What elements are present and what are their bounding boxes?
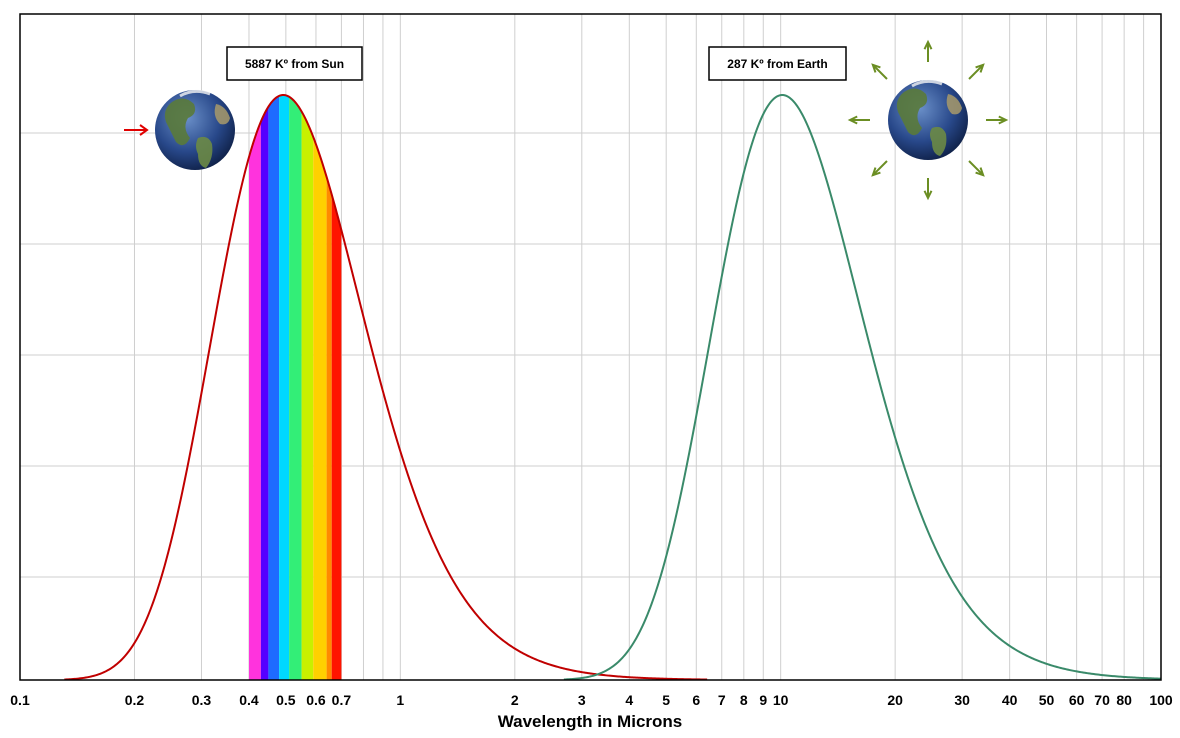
spectrum-band (249, 121, 261, 680)
earth-series-label-text: 287 Kº from Earth (727, 57, 827, 71)
earth-series-label: 287 Kº from Earth (708, 46, 847, 81)
spectrum-band (260, 106, 269, 681)
x-tick-label: 30 (954, 692, 970, 708)
x-tick-label: 0.6 (306, 692, 326, 708)
x-tick-label: 100 (1149, 692, 1173, 708)
x-tick-label: 0.5 (276, 692, 296, 708)
x-tick-label: 0.1 (10, 692, 30, 708)
x-tick-label: 4 (625, 692, 633, 708)
x-tick-label: 5 (662, 692, 670, 708)
emit-arrow-icon (968, 64, 984, 80)
emit-arrow-icon (968, 160, 984, 176)
x-tick-label: 0.2 (125, 692, 145, 708)
x-tick-label: 6 (692, 692, 700, 708)
x-tick-label: 0.3 (192, 692, 212, 708)
x-tick-label: 0.4 (239, 692, 259, 708)
curves (64, 94, 1162, 681)
plot-frame (19, 13, 1162, 681)
x-tick-label: 20 (887, 692, 903, 708)
spectrum-band (279, 95, 290, 680)
x-tick-label: 50 (1039, 692, 1055, 708)
grid (20, 14, 1161, 680)
x-axis-title: Wavelength in Microns (498, 712, 683, 731)
spectrum-band (313, 136, 327, 681)
earth-emitting-icon (847, 39, 1009, 201)
x-tick-label: 40 (1002, 692, 1018, 708)
x-tick-label: 0.7 (332, 692, 352, 708)
x-tick-label: 10 (773, 692, 789, 708)
x-tick-label: 60 (1069, 692, 1085, 708)
spectrum-band (289, 96, 302, 680)
x-tick-label: 1 (396, 692, 404, 708)
sun-series-label-text: 5887 Kº from Sun (245, 57, 344, 71)
spectrum-band (326, 177, 332, 680)
emit-arrow-icon (872, 64, 888, 80)
x-tick-labels: 0.1 0.2 0.3 0.4 0.5 0.6 0.7 1 2 3 4 5 6 7 8 9 10 20 30 40 50… (10, 692, 1173, 708)
emit-arrow-icon (872, 160, 888, 176)
x-tick-label: 80 (1116, 692, 1132, 708)
spectrum-band (268, 95, 280, 680)
x-tick-label: 70 (1094, 692, 1110, 708)
x-tick-label: 8 (740, 692, 748, 708)
spectrum-band (301, 111, 314, 680)
x-tick-label: 7 (718, 692, 726, 708)
sun-series-label: 5887 Kº from Sun (226, 46, 363, 81)
earth-incoming-icon (124, 89, 235, 170)
x-tick-label: 2 (511, 692, 519, 708)
earth-curve (563, 94, 1162, 681)
x-tick-label: 3 (578, 692, 586, 708)
x-tick-label: 9 (759, 692, 767, 708)
sun-curve (64, 94, 708, 681)
visible-spectrum (249, 95, 342, 681)
spectrum-band (331, 194, 342, 680)
